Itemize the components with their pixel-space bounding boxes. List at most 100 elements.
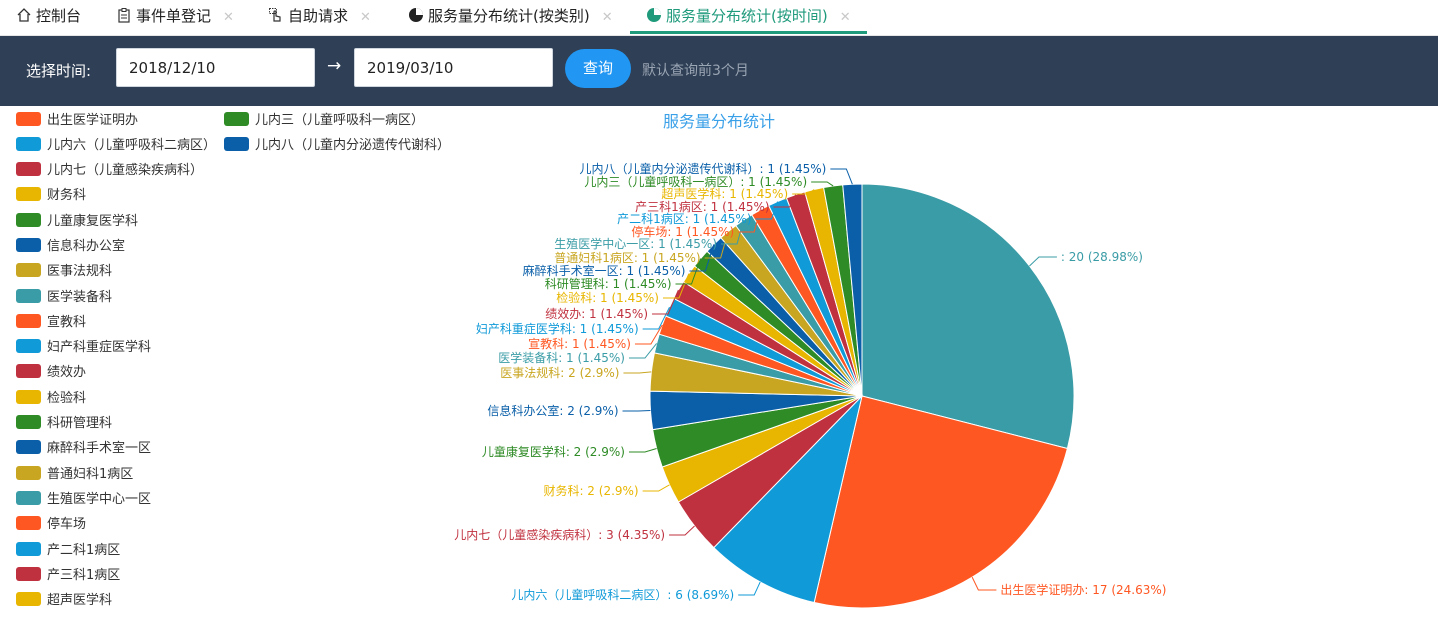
legend-label: 宣教科 (47, 314, 87, 330)
legend-item[interactable]: 停车场 (16, 516, 86, 533)
query-button[interactable]: 查询 (565, 49, 631, 88)
label-leader-line (811, 181, 834, 187)
legend-item[interactable]: 儿内三（儿童呼吸科一病区） (224, 112, 424, 129)
legend-item[interactable]: 妇产科重症医学科 (16, 339, 151, 356)
label-leader-line (971, 576, 997, 591)
slice-label: 妇产科重症医学科: 1 (1.45%) (476, 321, 639, 336)
close-icon[interactable]: ✕ (839, 10, 851, 25)
legend-label: 产二科1病区 (47, 542, 121, 558)
legend-item[interactable]: 产二科1病区 (16, 541, 121, 559)
tab-stats-by-category[interactable]: 服务量分布统计(按类别) ✕ (408, 0, 613, 34)
end-date-input[interactable]: 2019/03/10 (354, 48, 553, 87)
close-icon[interactable]: ✕ (223, 10, 234, 25)
legend-item[interactable]: 检验科 (16, 389, 87, 407)
legend-label: 儿内八（儿童内分泌遗传代谢科） (255, 138, 451, 153)
legend-swatch (16, 516, 41, 531)
label-leader-line (773, 194, 797, 208)
slice-label: 超声医学科: 1 (1.45%) (661, 186, 788, 201)
slice-label: 检验科: 1 (1.45%) (556, 290, 659, 305)
slice-label: 绩效办: 1 (1.45%) (545, 306, 648, 321)
default-range-hint: 默认查询前3个月 (642, 63, 749, 79)
label-leader-line (675, 258, 702, 285)
legend-label: 普通妇科1病区 (47, 466, 134, 482)
slice-label: 财务科: 2 (2.9%) (543, 483, 638, 498)
slice-label: 麻醉科手术室一区: 1 (1.45%) (523, 263, 686, 278)
label-leader-line (689, 244, 715, 272)
legend-item[interactable]: 出生医学证明办 (16, 112, 138, 129)
slice-label: 儿内六（儿童呼吸科二病区）: 6 (8.69%) (511, 587, 734, 602)
tab-label: 控制台 (36, 7, 82, 25)
legend-item[interactable]: 科研管理科 (16, 415, 112, 432)
start-date-input[interactable]: 2018/12/10 (116, 48, 315, 87)
legend-label: 生殖医学中心一区 (47, 491, 152, 507)
slice-label: 出生医学证明办: 17 (24.63%) (1000, 582, 1166, 597)
tab-dashboard[interactable]: 控制台 (16, 0, 81, 34)
slice-label: 医学装备科: 1 (1.45%) (498, 350, 625, 365)
legend-swatch (16, 440, 41, 455)
slice-label: 普通妇科1病区: 1 (1.45%) (554, 250, 700, 265)
legend-item[interactable]: 儿内七（儿童感染疾病科） (16, 162, 203, 179)
legend-label: 医事法规科 (47, 264, 113, 280)
legend-item[interactable]: 绩效办 (16, 364, 86, 381)
legend-item[interactable]: 信息科办公室 (16, 237, 126, 255)
legend-item[interactable]: 产三科1病区 (16, 566, 121, 584)
close-icon[interactable]: ✕ (360, 10, 371, 25)
legend-swatch (16, 313, 41, 328)
legend-item[interactable]: 医学装备科 (16, 288, 113, 306)
label-leader-line (792, 189, 815, 195)
legend-label: 儿童康复医学科 (47, 213, 139, 229)
clipboard-icon (118, 8, 130, 23)
legend-label: 产三科1病区 (47, 567, 121, 583)
label-leader-line (622, 409, 651, 412)
slice-label: : 20 (28.98%) (1061, 250, 1143, 264)
label-leader-line (669, 525, 695, 536)
pie-chart-icon (647, 8, 661, 22)
label-leader-line (634, 324, 663, 345)
slice-label: 儿内八（儿童内分泌遗传代谢科）: 1 (1.45%) (580, 161, 827, 176)
legend-item[interactable]: 宣教科 (16, 313, 87, 331)
pie-slice[interactable] (713, 394, 863, 604)
tab-label: 服务量分布统计(按时间) (666, 7, 828, 25)
legend-item[interactable]: 麻醉科手术室一区 (16, 440, 151, 457)
legend-item[interactable]: 儿童康复医学科 (16, 212, 139, 230)
legend-item[interactable]: 财务科 (16, 187, 86, 204)
legend-label: 妇产科重症医学科 (47, 340, 152, 356)
legend-item[interactable]: 生殖医学中心一区 (16, 490, 152, 508)
label-leader-line (628, 448, 657, 453)
legend-label: 绩效办 (47, 365, 87, 381)
slice-label: 科研管理科: 1 (1.45%) (545, 276, 672, 291)
label-leader-line (662, 273, 690, 299)
legend-label: 医学装备科 (47, 289, 113, 305)
tab-bar: 控制台 事件单登记 ✕ 自助请求 ✕ 服务量分布统计(按类别) ✕ 服务量分布统计(按… (0, 0, 1438, 36)
legend-label: 信息科办公室 (47, 238, 126, 254)
label-leader-line (1029, 256, 1057, 267)
tab-self-service[interactable]: 自助请求 ✕ (268, 0, 371, 34)
legend-swatch (16, 490, 41, 505)
legend-swatch (16, 187, 41, 202)
legend-label: 停车场 (47, 517, 87, 533)
slice-label: 儿内七（儿童感染疾病科）: 3 (4.35%) (454, 527, 665, 542)
tab-event-register[interactable]: 事件单登记 ✕ (116, 0, 234, 34)
legend-label: 财务科 (47, 188, 87, 204)
legend-item[interactable]: 普通妇科1病区 (16, 465, 134, 483)
legend-item[interactable]: 医事法规科 (16, 263, 112, 280)
legend-item[interactable]: 儿内六（儿童呼吸科二病区） (16, 137, 216, 154)
slice-label: 停车场: 1 (1.45%) (631, 224, 734, 239)
close-icon[interactable]: ✕ (601, 10, 613, 25)
legend-swatch (16, 263, 41, 278)
legend-label: 检验科 (47, 390, 87, 406)
legend-swatch (16, 364, 41, 379)
legend-swatch (16, 237, 41, 252)
legend-item[interactable]: 超声医学科 (16, 592, 112, 609)
legend-swatch (16, 465, 41, 480)
range-arrow: → (327, 56, 342, 76)
legend-item[interactable]: 儿内八（儿童内分泌遗传代谢科） (224, 137, 450, 154)
legend-swatch (16, 389, 41, 404)
tab-label: 事件单登记 (136, 7, 212, 25)
query-toolbar: 选择时间: 2018/12/10 → 2019/03/10 查询 默认查询前3个… (0, 36, 1438, 106)
tab-stats-by-time[interactable]: 服务量分布统计(按时间) ✕ (630, 0, 867, 34)
label-leader-line (628, 343, 658, 359)
label-leader-line (738, 581, 761, 596)
legend-swatch (224, 137, 249, 151)
